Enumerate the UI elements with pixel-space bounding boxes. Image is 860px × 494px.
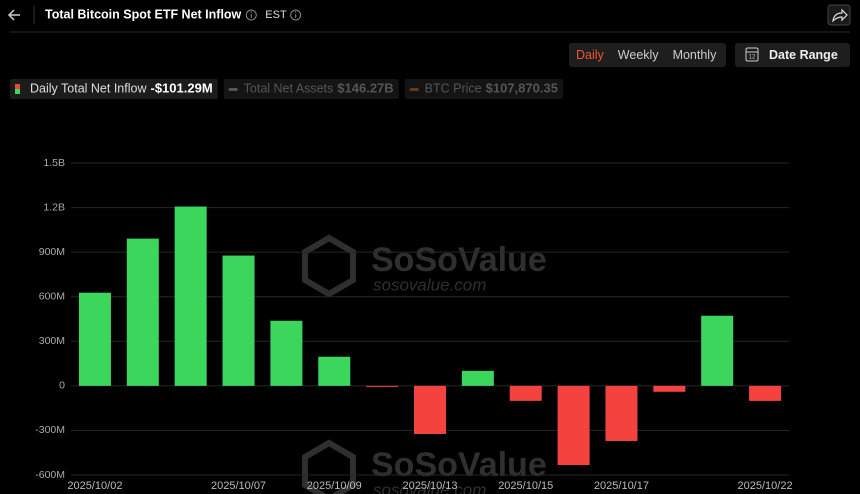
bar bbox=[222, 255, 255, 386]
tabs: Daily Weekly Monthly bbox=[576, 48, 717, 62]
legend-value: $146.27B bbox=[337, 80, 393, 95]
info-icon[interactable] bbox=[290, 9, 302, 21]
legend-item bbox=[223, 79, 399, 99]
y-tick-label: 300M bbox=[39, 335, 65, 347]
bar bbox=[557, 385, 590, 466]
x-tick-label: 2025/10/17 bbox=[594, 480, 649, 492]
y-tick-label: 900M bbox=[39, 246, 65, 258]
legend-swatch bbox=[15, 84, 20, 89]
legend-swatch bbox=[409, 88, 419, 91]
y-tick-label: 600M bbox=[39, 290, 65, 302]
x-tick-label: 2025/10/07 bbox=[211, 480, 266, 492]
date-range-button[interactable] bbox=[735, 43, 850, 67]
page-title: Total Bitcoin Spot ETF Net Inflow bbox=[45, 7, 242, 21]
date-range-label[interactable]: Date Range bbox=[769, 48, 838, 62]
y-tick-label: 0 bbox=[59, 380, 65, 392]
info-icon[interactable] bbox=[245, 9, 257, 21]
x-tick-label: 2025/10/09 bbox=[307, 480, 362, 492]
share-icon bbox=[832, 8, 848, 23]
bar bbox=[461, 370, 494, 386]
bar bbox=[509, 385, 542, 401]
svg-text:12: 12 bbox=[749, 55, 756, 61]
tab[interactable]: Monthly bbox=[673, 48, 718, 62]
legend-item bbox=[404, 79, 563, 99]
bar bbox=[653, 385, 686, 392]
legend-value: $107,870.35 bbox=[486, 80, 558, 95]
plot: -600M -300M 0 300M 600M 900M 1.2B 1.5B 2025/10/0… bbox=[35, 157, 792, 492]
legend-value: -$101.29M bbox=[151, 80, 213, 95]
bar bbox=[605, 385, 638, 441]
tab[interactable]: Weekly bbox=[618, 48, 660, 62]
watermark-logo bbox=[302, 439, 356, 494]
bar bbox=[126, 238, 159, 386]
watermark-brand: SoSoValue bbox=[371, 446, 547, 484]
bar bbox=[366, 385, 399, 387]
bar bbox=[318, 356, 351, 386]
y-tick-label: 1.5B bbox=[43, 157, 65, 169]
y-tick-label: 1.2B bbox=[43, 201, 65, 213]
watermark-brand: SoSoValue bbox=[371, 241, 547, 279]
x-tick-label: 2025/10/13 bbox=[402, 480, 457, 492]
y-tick-label: -300M bbox=[35, 424, 65, 436]
back-button[interactable] bbox=[7, 9, 20, 21]
bar bbox=[78, 292, 111, 386]
timezone: EST bbox=[265, 9, 287, 21]
tab[interactable]: Daily bbox=[576, 48, 605, 62]
x-tick-label: 2025/10/02 bbox=[67, 480, 122, 492]
bar bbox=[174, 206, 207, 386]
legend-swatch bbox=[228, 88, 238, 91]
legend-name: Daily Total Net Inflow bbox=[30, 81, 147, 95]
x-tick-label: 2025/10/22 bbox=[738, 480, 793, 492]
watermark-site: sosovalue.com bbox=[373, 480, 486, 494]
legend-name: Total Net Assets bbox=[244, 81, 334, 95]
legend: Daily Total Net Inflow -$101.29M Total Net… bbox=[10, 79, 563, 99]
legend-item bbox=[10, 79, 218, 99]
bar bbox=[414, 385, 446, 434]
bar bbox=[270, 320, 303, 386]
x-tick-label: 2025/10/15 bbox=[498, 480, 553, 492]
bar bbox=[749, 385, 782, 401]
tab-group bbox=[569, 43, 726, 67]
calendar-icon: 12 bbox=[745, 47, 759, 62]
legend-name: BTC Price bbox=[425, 81, 482, 95]
legend-swatch bbox=[15, 89, 20, 94]
y-tick-label: -600M bbox=[35, 469, 65, 481]
watermark-site: sosovalue.com bbox=[373, 275, 486, 294]
bar bbox=[701, 315, 734, 386]
